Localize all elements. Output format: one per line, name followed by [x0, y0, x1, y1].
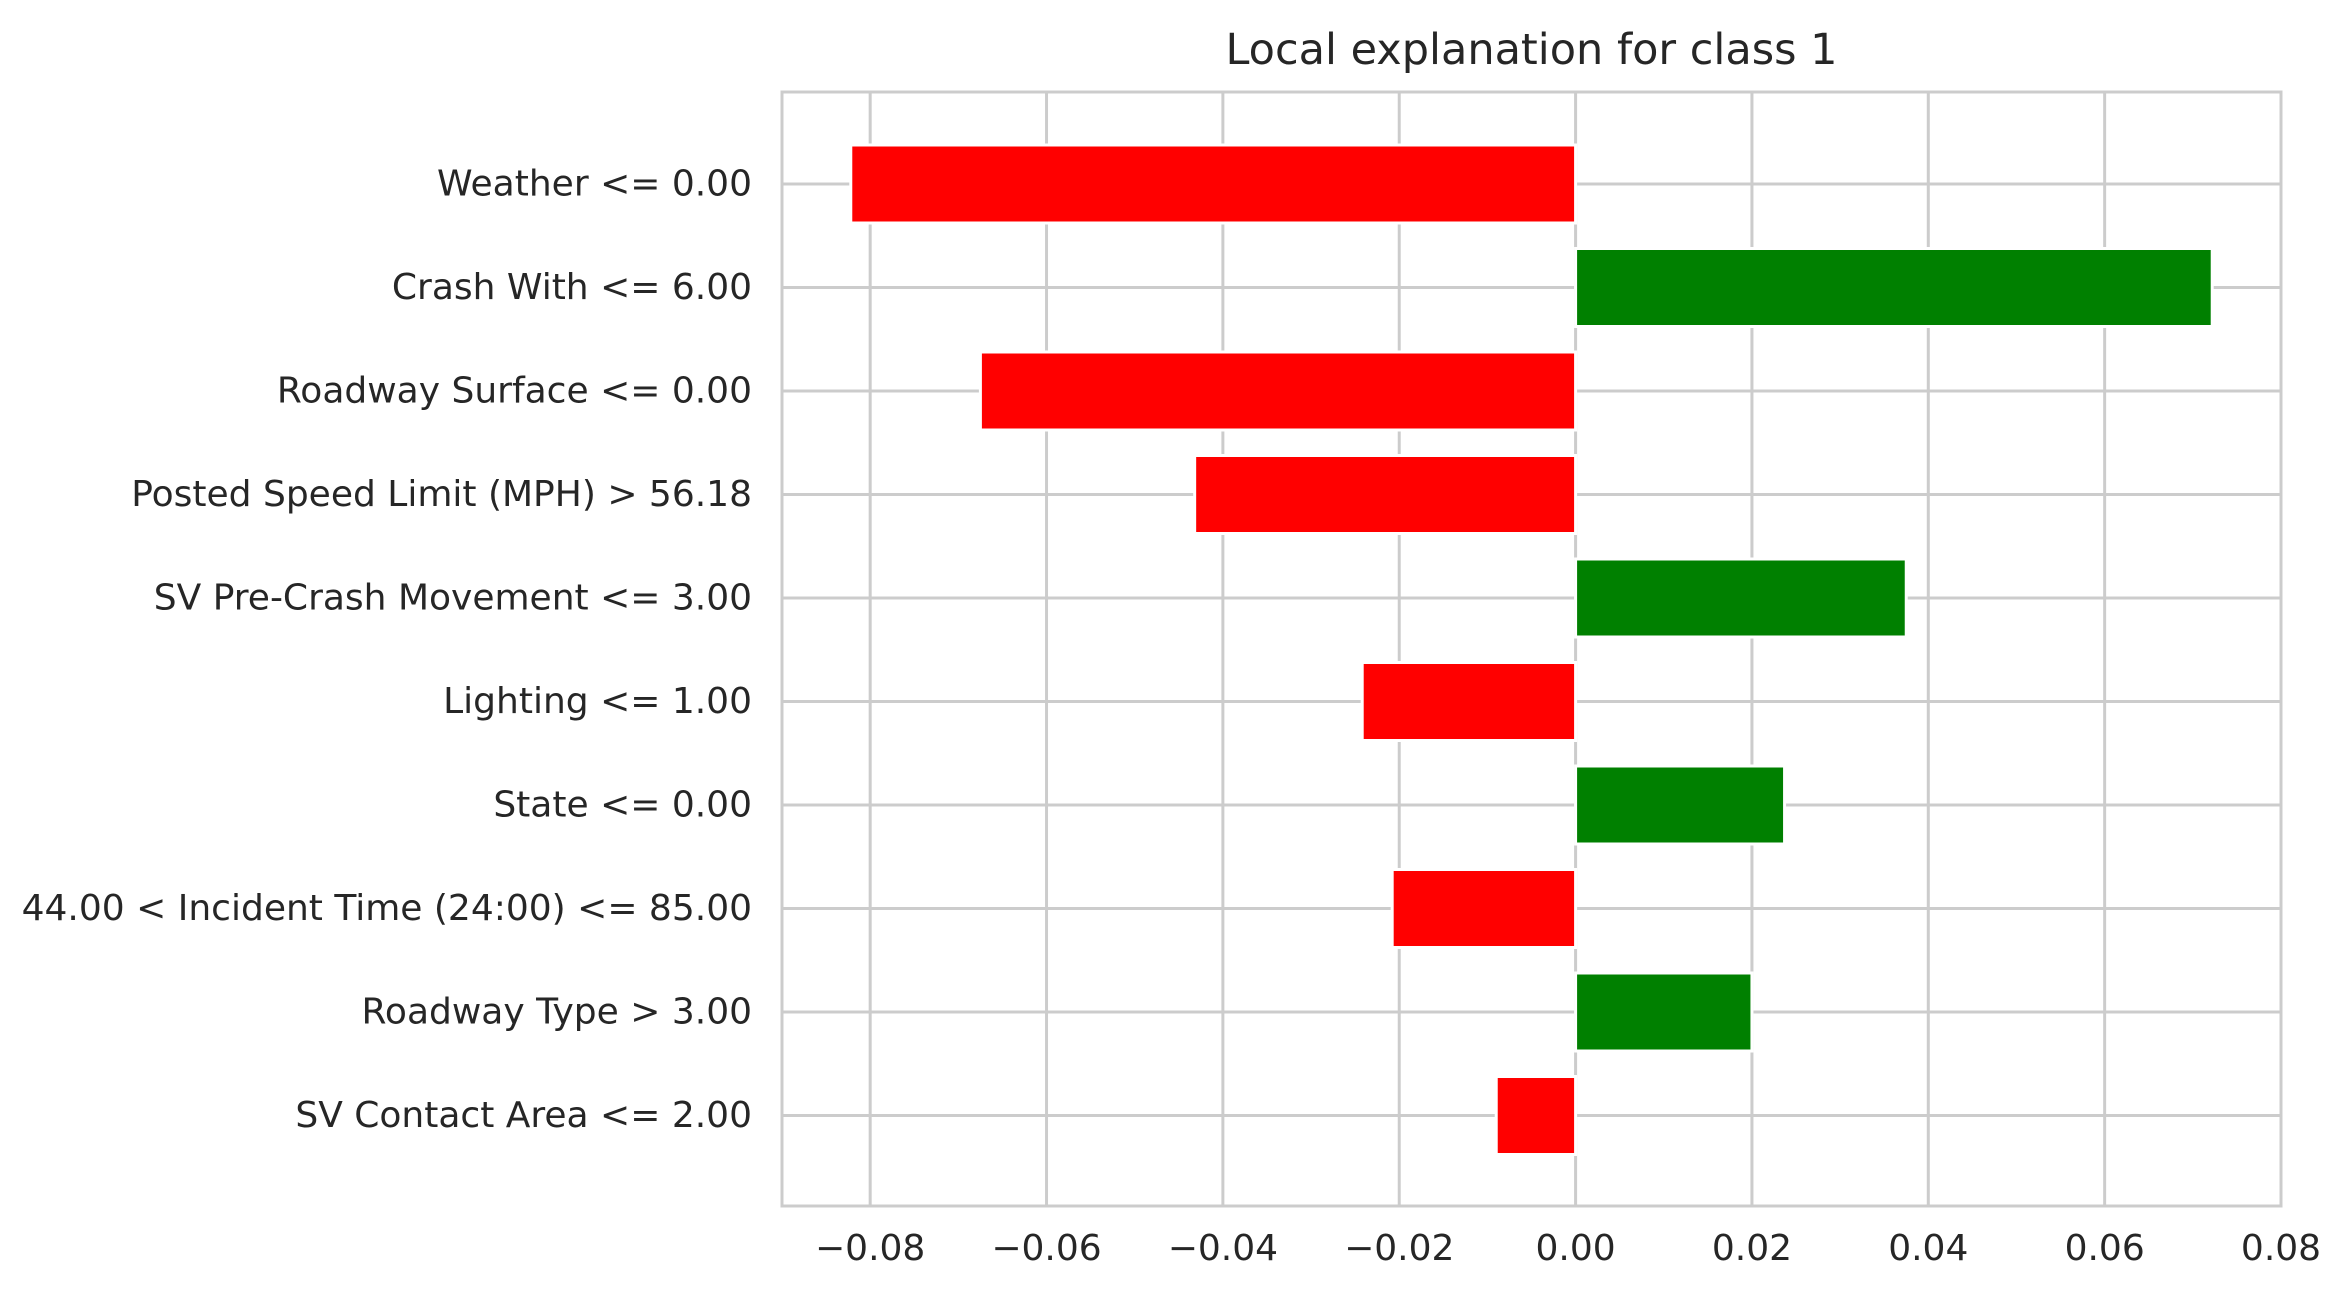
- category-label: Roadway Surface <= 0.00: [277, 371, 752, 412]
- category-label: SV Pre-Crash Movement <= 3.00: [154, 578, 752, 619]
- plot-frame: [780, 90, 2283, 1208]
- chart-title: Local explanation for class 1: [1225, 25, 1837, 75]
- category-label: State <= 0.00: [493, 785, 752, 826]
- x-tick-label: 0.00: [1536, 1228, 1616, 1269]
- bar-3: [1193, 454, 1578, 535]
- x-tick-label: 0.06: [2065, 1228, 2145, 1269]
- bars: [849, 143, 2214, 1156]
- category-label: Posted Speed Limit (MPH) > 56.18: [131, 474, 752, 515]
- category-label: Roadway Type > 3.00: [362, 992, 752, 1033]
- bar-6: [1574, 764, 1787, 846]
- x-tick-label: −0.06: [991, 1228, 1101, 1269]
- bar-0: [849, 143, 1578, 225]
- bar-2: [978, 350, 1578, 432]
- category-label: Crash With <= 6.00: [392, 267, 752, 308]
- category-label: Weather <= 0.00: [437, 164, 752, 205]
- category-label: Lighting <= 1.00: [443, 681, 752, 722]
- bar-7: [1390, 868, 1578, 949]
- bar-9: [1494, 1075, 1578, 1156]
- y-axis-labels: Weather <= 0.00 Crash With <= 6.00 Roadway…: [22, 164, 752, 1137]
- x-tick-label: 0.08: [2241, 1228, 2321, 1269]
- category-label: SV Contact Area <= 2.00: [295, 1095, 752, 1136]
- x-tick-label: −0.08: [815, 1228, 925, 1269]
- bar-5: [1360, 661, 1578, 742]
- x-tick-label: −0.02: [1344, 1228, 1454, 1269]
- x-tick-label: −0.04: [1168, 1228, 1278, 1269]
- x-axis-tick-labels: −0.08 −0.06 −0.04 −0.02 0.00 0.02 0.04 0.06 0.08: [815, 1228, 2321, 1269]
- x-tick-label: 0.04: [1888, 1228, 1968, 1269]
- bar-4: [1574, 557, 1908, 639]
- bar-1: [1574, 247, 2214, 328]
- x-tick-label: 0.02: [1712, 1228, 1792, 1269]
- category-label: 44.00 < Incident Time (24:00) <= 85.00: [22, 888, 752, 929]
- bar-8: [1574, 971, 1754, 1053]
